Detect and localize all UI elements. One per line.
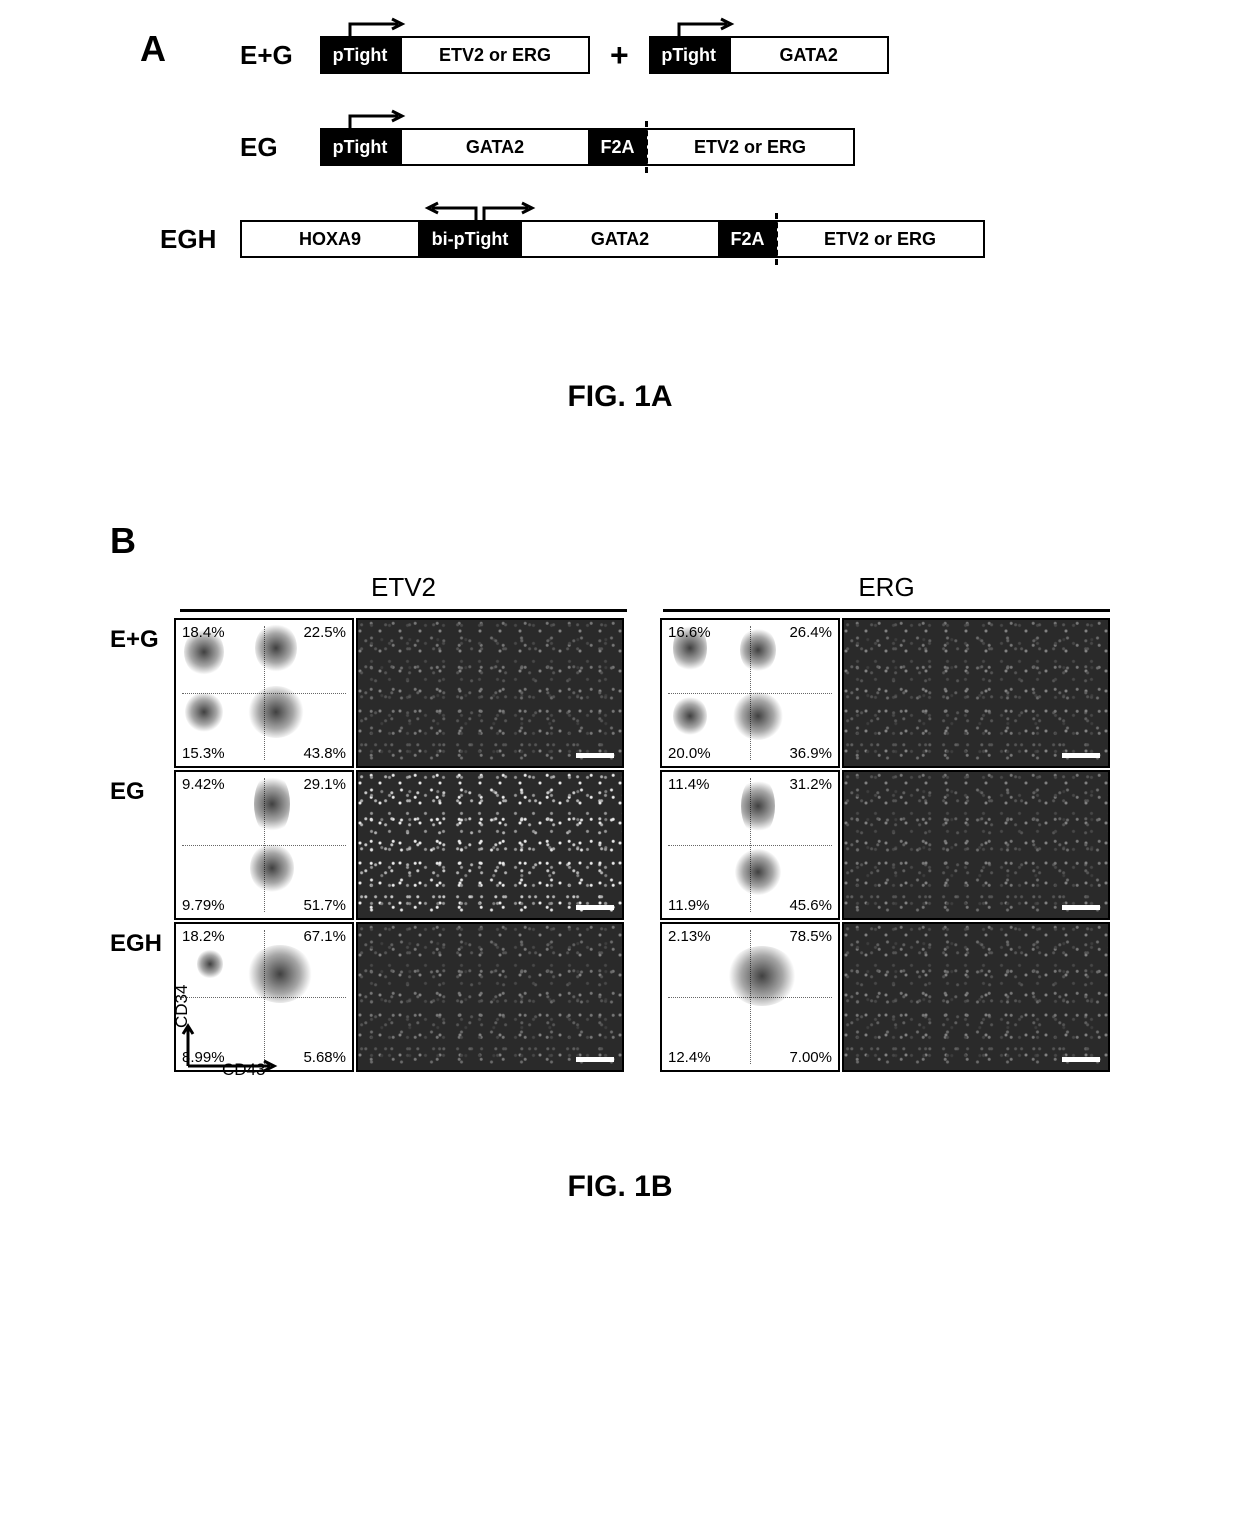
- quadrant-percentage: 31.2%: [789, 776, 832, 793]
- promoter-arrow-icon: [344, 110, 414, 139]
- quadrant-percentage: 7.00%: [789, 1049, 832, 1066]
- gene-box: ETV2 or ERG: [645, 128, 855, 166]
- quadrant-percentage: 18.2%: [182, 928, 225, 945]
- axis-x-label: CD43: [222, 1060, 265, 1080]
- promoter-arrow-icon: [344, 18, 414, 47]
- gene-box: GATA2: [520, 220, 720, 258]
- construct-row-eg: EG pTight GATA2 F2A ETV2 or ERG: [240, 112, 1100, 182]
- gene-box: HOXA9: [240, 220, 420, 258]
- quadrant-percentage: 15.3%: [182, 745, 225, 762]
- quadrant-percentage: 20.0%: [668, 745, 711, 762]
- scale-bar: [1062, 1057, 1100, 1062]
- quadrant-percentage: 43.8%: [303, 745, 346, 762]
- gene-box: GATA2: [400, 128, 590, 166]
- construct-label: E+G: [240, 40, 320, 71]
- gene-box: ETV2 or ERG: [775, 220, 985, 258]
- construct-row-egh: EGH HOXA9 bi-pTight GATA2 F2A ETV2 or ER…: [160, 204, 1100, 274]
- row-label: EG: [110, 770, 166, 922]
- micrograph-image: [356, 618, 624, 768]
- gene-box: GATA2: [729, 36, 889, 74]
- column-header: ETV2: [180, 572, 627, 612]
- promoter-arrow-icon: [673, 18, 743, 47]
- quadrant-percentage: 78.5%: [789, 928, 832, 945]
- scale-bar: [576, 753, 614, 758]
- dashed-divider: [775, 213, 778, 265]
- figure-caption-a: FIG. 1A: [0, 380, 1240, 414]
- micrograph-image: [842, 618, 1110, 768]
- facs-scatter-plot: 2.13% 78.5% 12.4% 7.00%: [660, 922, 840, 1072]
- quadrant-percentage: 67.1%: [303, 928, 346, 945]
- quadrant-percentage: 5.68%: [303, 1049, 346, 1066]
- quadrant-percentage: 22.5%: [303, 624, 346, 641]
- scale-bar: [1062, 905, 1100, 910]
- micrograph-image: [842, 770, 1110, 920]
- quadrant-percentage: 26.4%: [789, 624, 832, 641]
- panel-b: ETV2ERGE+GEGEGH 18.4% 22.5% 15.3% 43.8% …: [110, 540, 1110, 1074]
- quadrant-percentage: 11.9%: [668, 897, 709, 914]
- row-label: E+G: [110, 618, 166, 770]
- construct-label: EGH: [160, 224, 240, 255]
- construct-row-eg-plus: E+G pTight ETV2 or ERG + pTight GATA2: [240, 20, 1100, 90]
- figure-caption-b: FIG. 1B: [0, 1170, 1240, 1204]
- quadrant-percentage: 36.9%: [789, 745, 832, 762]
- micrograph-image: [842, 922, 1110, 1072]
- scale-bar: [1062, 753, 1100, 758]
- column-header: ERG: [663, 572, 1110, 612]
- facs-scatter-plot: 16.6% 26.4% 20.0% 36.9%: [660, 618, 840, 768]
- quadrant-percentage: 2.13%: [668, 928, 711, 945]
- axis-y-label: CD34: [172, 985, 192, 1028]
- quadrant-percentage: 12.4%: [668, 1049, 711, 1066]
- quadrant-percentage: 29.1%: [303, 776, 346, 793]
- quadrant-percentage: 9.79%: [182, 897, 225, 914]
- gene-box: ETV2 or ERG: [400, 36, 590, 74]
- panel-a: E+G pTight ETV2 or ERG + pTight GATA2 EG…: [140, 20, 1100, 296]
- linker-box: F2A: [590, 128, 645, 166]
- dashed-divider: [645, 121, 648, 173]
- row-label: EGH: [110, 922, 166, 1074]
- facs-scatter-plot: 18.4% 22.5% 15.3% 43.8%: [174, 618, 354, 768]
- scale-bar: [576, 905, 614, 910]
- scale-bar: [576, 1057, 614, 1062]
- bidirectional-promoter-arrow-icon: [420, 202, 540, 231]
- quadrant-percentage: 51.7%: [303, 897, 346, 914]
- quadrant-percentage: 45.6%: [789, 897, 832, 914]
- facs-scatter-plot: 11.4% 31.2% 11.9% 45.6%: [660, 770, 840, 920]
- plus-icon: +: [610, 37, 629, 74]
- facs-scatter-plot: 9.42% 29.1% 9.79% 51.7%: [174, 770, 354, 920]
- linker-box: F2A: [720, 220, 775, 258]
- micrograph-image: [356, 922, 624, 1072]
- quadrant-percentage: 11.4%: [668, 776, 709, 793]
- micrograph-image: [356, 770, 624, 920]
- construct-label: EG: [240, 132, 320, 163]
- quadrant-percentage: 9.42%: [182, 776, 225, 793]
